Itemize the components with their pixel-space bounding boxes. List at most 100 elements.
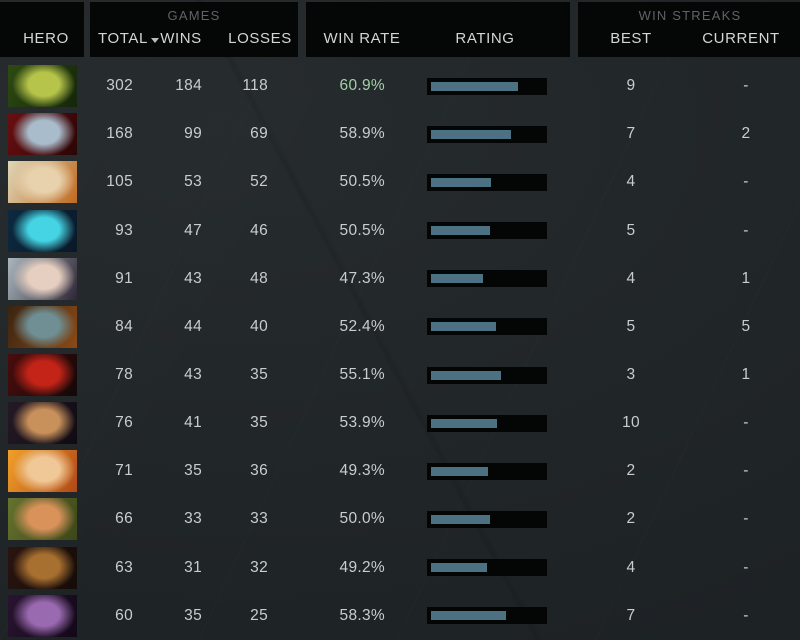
total-games-value: 71 — [115, 462, 133, 480]
column-header-wins[interactable]: WINS — [160, 30, 202, 47]
rating-bar-fill — [431, 274, 484, 284]
current-streak-value: 1 — [741, 366, 751, 384]
rating-bar-fill — [431, 611, 507, 621]
rating-bar-cell — [427, 318, 547, 336]
total-games-value: 93 — [115, 221, 133, 239]
rating-bar-fill — [431, 177, 492, 187]
best-streak-value: 10 — [622, 414, 640, 432]
best-streak-value: 4 — [626, 269, 636, 287]
hero-portrait — [8, 594, 77, 637]
wins-value: 43 — [184, 366, 202, 384]
total-games-value: 66 — [115, 510, 133, 528]
column-header-win-rate[interactable]: WIN RATE — [323, 30, 401, 47]
rating-bar-cell — [427, 607, 547, 625]
hero-stats-row[interactable]: 76 41 35 53.9% 10 - — [0, 399, 800, 447]
total-games-value: 78 — [115, 366, 133, 384]
hero-stats-row[interactable]: 71 35 36 49.3% 2 - — [0, 447, 800, 495]
current-streak-value: - — [743, 510, 749, 528]
rating-bar-cell — [427, 125, 547, 143]
rating-bar-track — [427, 222, 547, 240]
rating-bar-fill — [431, 129, 512, 139]
losses-value: 118 — [242, 77, 268, 95]
losses-value: 33 — [250, 510, 268, 528]
hero-portrait — [8, 257, 77, 300]
column-header-rating[interactable]: RATING — [455, 30, 515, 47]
column-header-hero: HERO — [23, 30, 69, 47]
win-rate-value: 50.0% — [339, 510, 385, 528]
hero-stats-row[interactable]: 66 33 33 50.0% 2 - — [0, 495, 800, 543]
column-header-total[interactable]: TOTAL — [98, 30, 148, 47]
hero-stats-row[interactable]: 78 43 35 55.1% 3 1 — [0, 351, 800, 399]
hero-portrait-cell — [0, 450, 77, 493]
win-streaks-header-panel — [578, 2, 800, 57]
losses-value: 69 — [250, 125, 268, 143]
hero-portrait-cell — [0, 113, 77, 156]
rating-bar-track — [427, 414, 547, 432]
hero-stats-row[interactable]: 63 31 32 49.2% 4 - — [0, 544, 800, 592]
rating-bar-fill — [431, 81, 518, 91]
win-rate-value: 58.3% — [339, 606, 385, 624]
hero-portrait — [8, 498, 77, 541]
rating-bar-track — [427, 270, 547, 288]
win-rate-value: 60.9% — [339, 77, 385, 95]
total-games-value: 105 — [106, 173, 133, 191]
losses-value: 48 — [250, 269, 268, 287]
rating-bar-track — [427, 462, 547, 480]
wins-value: 99 — [184, 125, 202, 143]
current-streak-value: - — [743, 221, 749, 239]
best-streak-value: 5 — [626, 221, 636, 239]
hero-portrait-cell — [0, 402, 77, 445]
total-games-value: 63 — [115, 558, 133, 576]
wins-value: 53 — [184, 173, 202, 191]
best-streak-value: 5 — [626, 317, 636, 335]
win-rate-value: 50.5% — [339, 173, 385, 191]
hero-portrait-cell — [0, 257, 77, 300]
hero-portrait-cell — [0, 161, 77, 204]
wins-value: 31 — [184, 558, 202, 576]
rating-bar-track — [427, 607, 547, 625]
hero-stats-row[interactable]: 302 184 118 60.9% 9 - — [0, 62, 800, 110]
losses-value: 40 — [250, 317, 268, 335]
hero-stats-row[interactable]: 84 44 40 52.4% 5 5 — [0, 303, 800, 351]
games-header-panel — [90, 2, 298, 57]
hero-portrait — [8, 450, 77, 493]
win-rate-value: 53.9% — [339, 414, 385, 432]
rating-bar-fill — [431, 563, 487, 573]
win-streaks-group-label: WIN STREAKS — [638, 8, 742, 23]
hero-stats-row[interactable]: 60 35 25 58.3% 7 - — [0, 592, 800, 640]
losses-value: 52 — [250, 173, 268, 191]
hero-portrait — [8, 354, 77, 397]
wins-value: 35 — [184, 462, 202, 480]
win-rate-value: 49.2% — [339, 558, 385, 576]
current-streak-value: - — [743, 462, 749, 480]
losses-value: 35 — [250, 366, 268, 384]
column-header-losses[interactable]: LOSSES — [228, 30, 292, 47]
chevron-down-icon — [151, 38, 159, 43]
current-streak-value: - — [743, 414, 749, 432]
hero-portrait — [8, 113, 77, 156]
win-rate-value: 55.1% — [339, 366, 385, 384]
rating-bar-cell — [427, 173, 547, 191]
hero-portrait-cell — [0, 498, 77, 541]
hero-portrait-cell — [0, 546, 77, 589]
rating-bar-track — [427, 318, 547, 336]
rating-bar-track — [427, 125, 547, 143]
hero-stats-row[interactable]: 105 53 52 50.5% 4 - — [0, 158, 800, 206]
wins-value: 184 — [175, 77, 202, 95]
win-rate-value: 50.5% — [339, 221, 385, 239]
total-games-value: 91 — [115, 269, 133, 287]
column-header-current[interactable]: CURRENT — [702, 30, 780, 47]
rating-bar-fill — [431, 226, 491, 236]
current-streak-value: 5 — [741, 317, 751, 335]
rating-bar-fill — [431, 466, 488, 476]
hero-portrait-cell — [0, 209, 77, 252]
hero-portrait-cell — [0, 65, 77, 108]
rating-bar-fill — [431, 514, 491, 524]
win-rate-value: 47.3% — [339, 269, 385, 287]
hero-stats-row[interactable]: 168 99 69 58.9% 7 2 — [0, 110, 800, 158]
hero-stats-row[interactable]: 93 47 46 50.5% 5 - — [0, 206, 800, 254]
column-header-best[interactable]: BEST — [610, 30, 652, 47]
hero-portrait — [8, 305, 77, 348]
winrate-rating-header-panel — [306, 2, 570, 57]
hero-stats-row[interactable]: 91 43 48 47.3% 4 1 — [0, 255, 800, 303]
